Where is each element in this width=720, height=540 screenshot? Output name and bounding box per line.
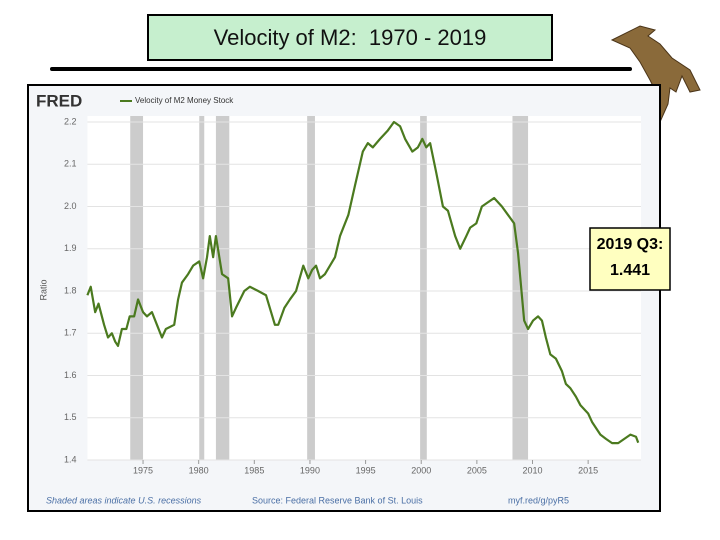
x-tick-label: 1980 <box>189 465 209 475</box>
x-tick-label: 1990 <box>300 465 320 475</box>
recession-band <box>307 116 315 460</box>
x-tick-label: 2010 <box>522 465 542 475</box>
slide-title: Velocity of M2: 1970 - 2019 <box>214 25 487 50</box>
plot: 1.4 1.5 1.6 1.7 1.8 1.9 2.0 2.1 2.2 1975 1980 1985 1… <box>64 116 641 475</box>
recession-band <box>215 116 230 460</box>
recession-band <box>130 116 144 460</box>
x-tick-label: 2015 <box>578 465 598 475</box>
y-tick-label: 2.1 <box>64 159 77 169</box>
source-note: Source: Federal Reserve Bank of St. Loui… <box>252 495 423 505</box>
data-line <box>86 120 640 445</box>
x-tick-label: 1975 <box>133 465 153 475</box>
x-tick-label: 2005 <box>467 465 487 475</box>
y-tick-label: 1.6 <box>64 370 77 380</box>
fred-logo: FRED <box>36 91 82 110</box>
callout-line: 2019 Q3: <box>597 236 664 253</box>
y-tick-label: 1.9 <box>64 243 77 253</box>
callout-line: 1.441 <box>610 262 650 279</box>
y-tick-label: 2.2 <box>64 116 77 126</box>
y-tick-label: 2.0 <box>64 201 77 211</box>
y-tick-label: 1.8 <box>64 285 77 295</box>
plot-area <box>87 116 641 460</box>
y-axis-label: Ratio <box>38 279 48 300</box>
y-tick-label: 1.7 <box>64 328 77 338</box>
x-tick-label: 1995 <box>356 465 376 475</box>
title-box <box>147 14 553 61</box>
x-tick-label: 2000 <box>411 465 431 475</box>
recession-band <box>199 116 205 460</box>
callout-box <box>589 227 671 291</box>
dinosaur-icon <box>610 25 701 123</box>
legend-label: Velocity of M2 Money Stock <box>135 96 234 105</box>
recession-note: Shaded areas indicate U.S. recessions <box>46 495 202 505</box>
x-tick-label: 1985 <box>244 465 264 475</box>
y-tick-label: 1.5 <box>64 412 77 422</box>
recession-band <box>420 116 427 460</box>
chart-link: myf.red/g/pyR5 <box>508 495 569 505</box>
y-tick-label: 1.4 <box>64 454 77 464</box>
